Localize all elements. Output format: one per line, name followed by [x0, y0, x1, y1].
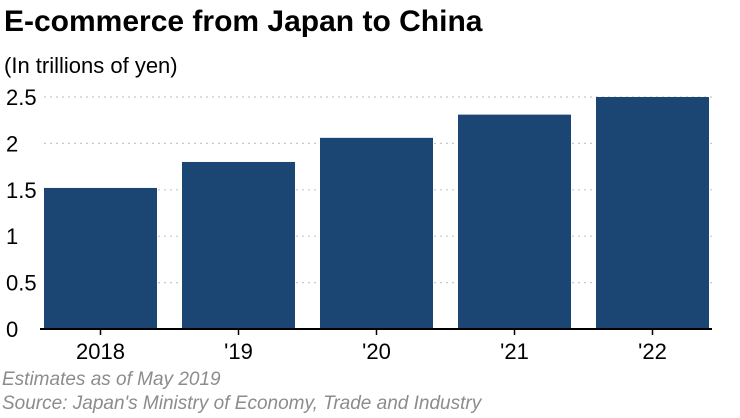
bar — [182, 161, 295, 329]
y-tick-label: 1 — [6, 224, 18, 249]
y-tick-label: 2 — [6, 131, 18, 156]
x-tick-label: '21 — [500, 339, 529, 364]
y-tick-label: 0.5 — [6, 271, 37, 296]
bar — [596, 97, 709, 329]
x-tick-label: 2018 — [76, 339, 125, 364]
x-tick-label: '22 — [638, 339, 667, 364]
x-tick-label: '20 — [362, 339, 391, 364]
estimate-note: Estimates as of May 2019 — [2, 369, 221, 390]
source-note: Source: Japan's Ministry of Economy, Tra… — [2, 393, 482, 414]
y-tick-label: 2.5 — [6, 85, 37, 110]
x-tick-label: '19 — [224, 339, 253, 364]
bar — [44, 187, 157, 329]
chart-subtitle: (In trillions of yen) — [4, 53, 178, 78]
chart-title: E-commerce from Japan to China — [4, 5, 483, 38]
bar — [458, 114, 571, 330]
y-tick-label: 0 — [6, 317, 18, 342]
y-tick-label: 1.5 — [6, 178, 37, 203]
bar — [320, 137, 433, 329]
